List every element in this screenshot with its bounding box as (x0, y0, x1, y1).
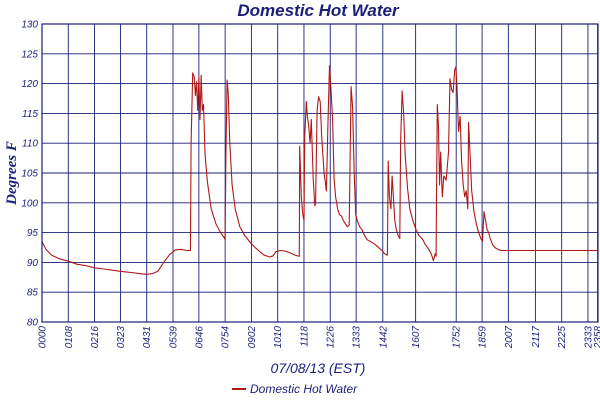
y-tick-label: 80 (27, 318, 39, 329)
y-tick-label: 100 (21, 198, 38, 209)
x-tick-label: 1010 (273, 326, 284, 349)
x-tick-label: 2358 (593, 326, 600, 350)
y-tick-label: 95 (27, 228, 39, 239)
grid (41, 23, 599, 323)
x-tick-label: 0216 (90, 326, 101, 349)
y-axis-label: Degrees F (4, 141, 20, 206)
x-tick-label: 1442 (378, 326, 389, 349)
y-axis-ticks: 80 85 90 95 100 105 110 115 120 125 130 (21, 20, 38, 329)
x-tick-label: 0539 (168, 326, 179, 349)
x-tick-label: 0646 (194, 326, 205, 349)
x-tick-label: 1118 (299, 326, 310, 347)
legend: Domestic Hot Water (232, 382, 358, 396)
plot-frame (41, 23, 599, 323)
x-tick-label: 1226 (326, 326, 337, 349)
x-tick-label: 2225 (557, 326, 568, 350)
chart-title: Domestic Hot Water (237, 1, 400, 20)
x-axis-ticks: 0000 0108 0216 0323 0431 0539 0646 0754 0902 1010… (38, 326, 600, 350)
x-tick-label: 2117 (531, 326, 542, 349)
x-tick-label: 0000 (38, 326, 49, 349)
x-tick-label: 1607 (411, 326, 422, 349)
x-tick-label: 0754 (221, 326, 232, 349)
x-tick-label: 1752 (452, 326, 463, 349)
y-tick-label: 130 (21, 20, 38, 31)
x-tick-label: 2007 (504, 326, 515, 350)
y-tick-label: 125 (21, 49, 38, 60)
x-tick-label: 1859 (478, 326, 489, 349)
x-tick-label: 2333 (583, 326, 594, 350)
y-tick-label: 105 (21, 169, 38, 180)
y-tick-label: 85 (27, 288, 39, 299)
x-tick-label: 0902 (247, 326, 258, 349)
y-tick-label: 110 (22, 139, 38, 150)
y-tick-label: 115 (22, 109, 38, 120)
x-tick-label: 1333 (352, 326, 363, 349)
x-tick-label: 0108 (64, 326, 75, 349)
legend-label: Domestic Hot Water (250, 382, 358, 396)
series-line-domestic-hot-water (41, 65, 598, 275)
y-tick-label: 120 (21, 79, 38, 90)
x-axis-label: 07/08/13 (EST) (271, 360, 366, 376)
y-tick-label: 90 (27, 258, 39, 269)
series-layer (41, 65, 598, 275)
x-tick-label: 0431 (142, 326, 153, 348)
x-tick-label: 0323 (116, 326, 127, 349)
